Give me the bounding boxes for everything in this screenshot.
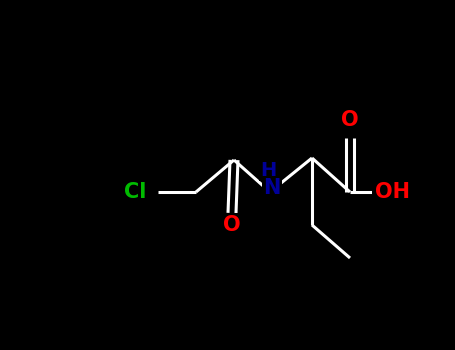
Text: O: O bbox=[341, 110, 359, 130]
Text: OH: OH bbox=[374, 182, 410, 202]
Text: H: H bbox=[260, 161, 276, 181]
Text: Cl: Cl bbox=[124, 182, 146, 202]
Text: N: N bbox=[263, 178, 281, 198]
Text: O: O bbox=[223, 215, 241, 235]
